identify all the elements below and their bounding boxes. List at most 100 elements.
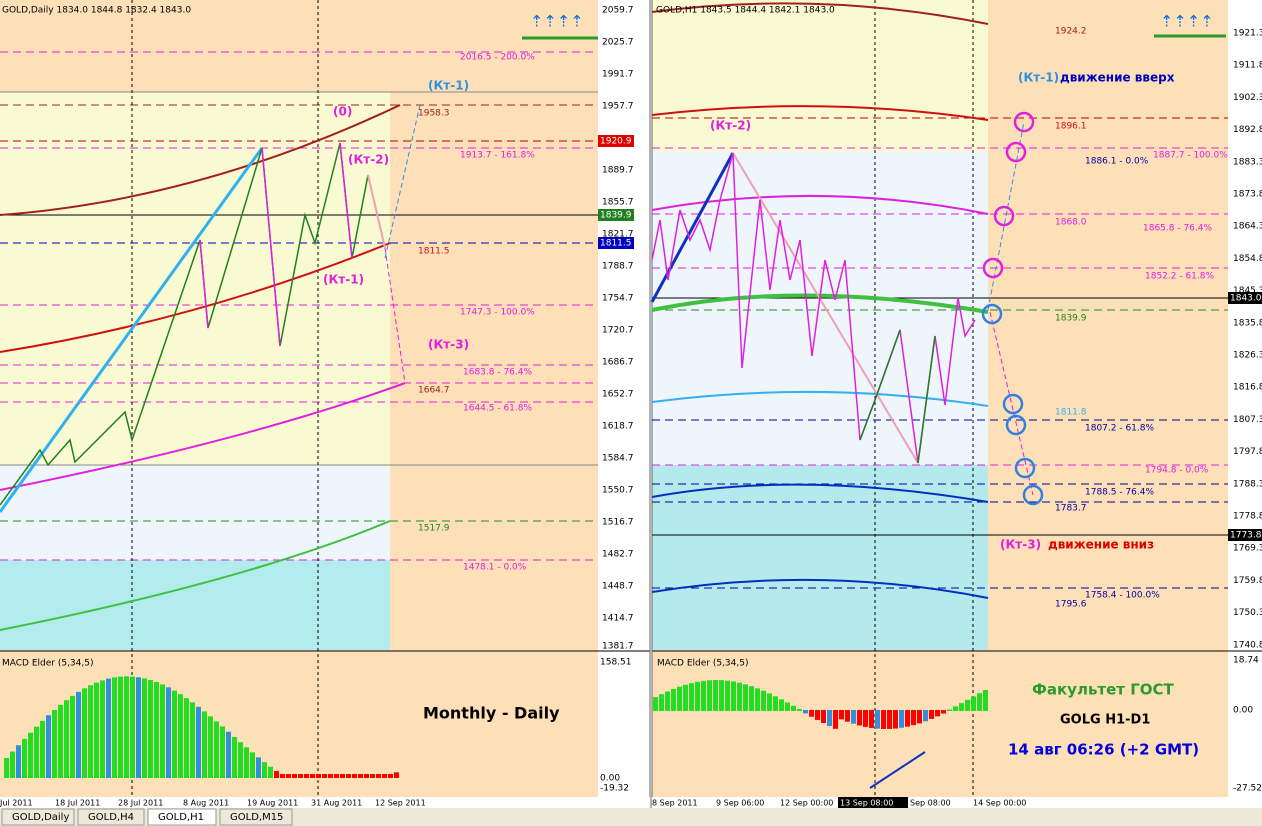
level-label: 1865.8 - 76.4%	[1143, 224, 1212, 234]
macd-bar	[887, 710, 892, 729]
tab-label[interactable]: GOLD,M15	[230, 812, 283, 823]
level-label: 1811.8	[1055, 408, 1087, 418]
date-label: 13 Sep 08:00	[840, 799, 893, 808]
price-badge	[598, 237, 634, 249]
macd-bar	[280, 774, 285, 778]
indicator-tick-label: 158.51	[600, 658, 632, 668]
macd-bar	[208, 716, 213, 778]
macd-bar	[310, 774, 315, 778]
macd-bar	[983, 689, 988, 711]
level-label: 2016.5 - 200.0%	[460, 53, 535, 63]
price-tick-label: 1883.3	[1233, 157, 1262, 167]
price-tick-label: 1864.3	[1233, 222, 1262, 232]
date-label: 9 Sep 06:00	[716, 799, 764, 808]
macd-bar	[773, 696, 778, 711]
price-badge	[1228, 292, 1262, 304]
caption: Факультет ГОСТ	[1032, 681, 1175, 699]
caption: 14 авг 06:26 (+2 GMT)	[1008, 741, 1199, 759]
level-label: 1886.1 - 0.0%	[1085, 157, 1149, 167]
tab[interactable]	[219, 808, 293, 826]
macd-bar	[917, 710, 922, 724]
zone	[652, 152, 988, 465]
macd-bar	[76, 691, 81, 778]
macd-bar	[334, 774, 339, 778]
curves	[0, 104, 421, 631]
annotation: (Кт-2)	[348, 153, 389, 167]
price-tick-label: 1759.8	[1233, 576, 1262, 586]
price-tick-label: 1769.3	[1233, 544, 1262, 554]
macd-bar	[827, 710, 832, 727]
annotation: (Кт-1)	[428, 79, 469, 93]
zone	[0, 92, 390, 465]
macd-bar	[665, 691, 670, 711]
zone	[652, 465, 988, 650]
macd-bars	[4, 676, 988, 778]
levels	[0, 51, 598, 561]
macd-bar	[190, 702, 195, 778]
price-tick-label: 1854.8	[1233, 254, 1262, 264]
macd-bar	[911, 710, 916, 726]
macd-bar	[845, 710, 850, 722]
macd-bar	[893, 710, 898, 729]
indicator-tick-label: -19.32	[600, 784, 629, 794]
macd-bar	[82, 688, 87, 778]
macd-bar	[58, 704, 63, 778]
svg-text:⇡⇡⇡⇡: ⇡⇡⇡⇡	[1160, 12, 1214, 31]
price-badge-label: 1920.9	[600, 137, 632, 147]
indicator-title: MACD Elder (5,34,5)	[2, 659, 94, 669]
macd-bar	[226, 731, 231, 778]
macd-bar	[340, 774, 345, 778]
axis-bg	[598, 0, 650, 808]
macd-bar	[899, 710, 904, 728]
macd-bar	[274, 771, 279, 778]
level-label: 1913.7 - 161.8%	[460, 151, 535, 161]
macd-bar	[352, 774, 357, 778]
price-tick-label: 1845.3	[1233, 286, 1262, 296]
macd-bar	[94, 682, 99, 778]
price-tick-label: 1381.7	[602, 642, 634, 652]
macd-bar	[130, 676, 135, 778]
level-label: 1788.5 - 76.4%	[1085, 488, 1154, 498]
svg-text:⇡⇡⇡⇡: ⇡⇡⇡⇡	[530, 12, 584, 31]
tab-label[interactable]: GOLD,H1	[158, 812, 204, 823]
price-tick-label: 2025.7	[602, 38, 634, 48]
level-label: 1758.4 - 100.0%	[1085, 591, 1160, 601]
level-label: 1478.1 - 0.0%	[463, 563, 527, 573]
tab[interactable]	[147, 808, 217, 826]
level-label: 1839.9	[1055, 314, 1087, 324]
macd-bar	[947, 709, 952, 711]
tab-label[interactable]: GOLD,Daily	[12, 812, 69, 823]
macd-bar	[148, 679, 153, 778]
tab[interactable]	[1, 808, 75, 826]
macd-bar	[725, 680, 730, 711]
price-tick-label: 1754.7	[602, 294, 634, 304]
date-label: 14 Sep 00:00	[973, 799, 1026, 808]
macd-bar	[821, 710, 826, 724]
macd-bar	[743, 684, 748, 711]
macd-bar	[755, 688, 760, 711]
tab-label[interactable]: GOLD,H4	[88, 812, 134, 823]
macd-bar	[875, 710, 880, 729]
price-badge-label: 1773.8	[1230, 531, 1262, 541]
price-tick-label: 1797.8	[1233, 447, 1262, 457]
price-tick-label: 1686.7	[602, 358, 634, 368]
tab[interactable]	[77, 808, 145, 826]
macd-bar	[346, 774, 351, 778]
annotation: движение вниз	[1048, 538, 1154, 552]
price-badge	[598, 209, 634, 221]
price-tick-label: 1618.7	[602, 422, 634, 432]
macd-bar	[965, 699, 970, 711]
macd-bar	[767, 693, 772, 711]
annotation: (Кт-3)	[428, 338, 469, 352]
annotation: (Кт-1)	[1018, 71, 1059, 85]
price-tick-label: 1652.7	[602, 390, 634, 400]
curves	[650, 2, 1034, 599]
macd-bar	[160, 684, 165, 778]
macd-bar	[16, 745, 21, 778]
macd-bar	[737, 682, 742, 711]
price-tick-label: 1911.8	[1233, 61, 1262, 71]
macd-bar	[857, 710, 862, 726]
macd-bar	[707, 680, 712, 711]
price-tick-label: 1873.8	[1233, 190, 1262, 200]
